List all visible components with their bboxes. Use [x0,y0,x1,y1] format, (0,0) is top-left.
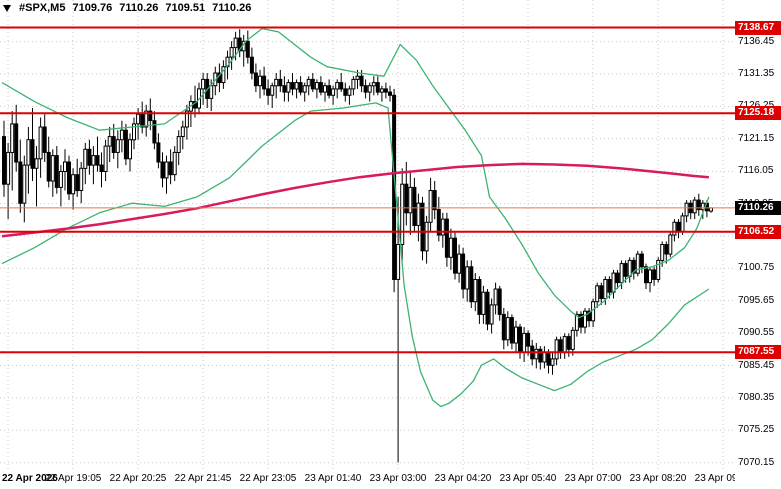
price-tick-label: 7136.45 [738,36,775,47]
level-price-tag: 7106.52 [735,225,781,239]
current-price-tag: 7110.26 [735,201,781,215]
level-price-tag: 7087.55 [735,345,781,359]
price-tick-label: 7090.55 [738,327,775,338]
price-tick-label: 7075.25 [738,424,775,435]
chart-plot-area[interactable]: #SPX,M5 7109.76 7110.26 7109.51 7110.26 [0,0,735,470]
price-tick-label: 7070.15 [738,457,775,468]
level-price-tag: 7125.18 [735,106,781,120]
time-tick-label: 22 Apr 21:45 [174,473,232,484]
price-tick-label: 7131.35 [738,68,775,79]
price-tick-label: 7080.35 [738,392,775,403]
axis-corner [735,470,781,489]
time-tick-label: 23 Apr 08:20 [629,473,687,484]
time-tick-label: 22 Apr 20:25 [109,473,167,484]
level-price-tag: 7138.67 [735,21,781,35]
price-axis[interactable]: 7136.45 7131.35 7126.25 7121.15 7116.05 7110.… [735,0,781,470]
time-tick-label: 23 Apr 05:40 [499,473,557,484]
time-tick-label: 23 Apr 04:20 [434,473,492,484]
time-tick-label: 23 Apr 07:00 [564,473,622,484]
time-tick-label: 22 Apr 23:05 [239,473,297,484]
time-tick-label: 23 Apr 09:40 [694,473,752,484]
price-tick-label: 7126.25 [735,100,781,112]
price-tick-label: 7121.15 [738,133,775,144]
time-tick-label: 22 Apr 2026 [2,473,58,484]
time-axis[interactable]: 22 Apr 2026 22 Apr 19:05 22 Apr 20:25 22 Ap… [0,470,781,489]
price-tick-label: 7095.65 [738,295,775,306]
price-tick-label: 7100.75 [738,262,775,273]
price-chart-canvas[interactable] [0,0,735,470]
price-tick-label: 7085.45 [738,360,775,371]
time-tick-label: 23 Apr 01:40 [304,473,362,484]
price-tick-label: 7116.05 [738,165,774,176]
time-tick-label: 23 Apr 03:00 [369,473,427,484]
time-tick-label: 22 Apr 19:05 [44,473,102,484]
